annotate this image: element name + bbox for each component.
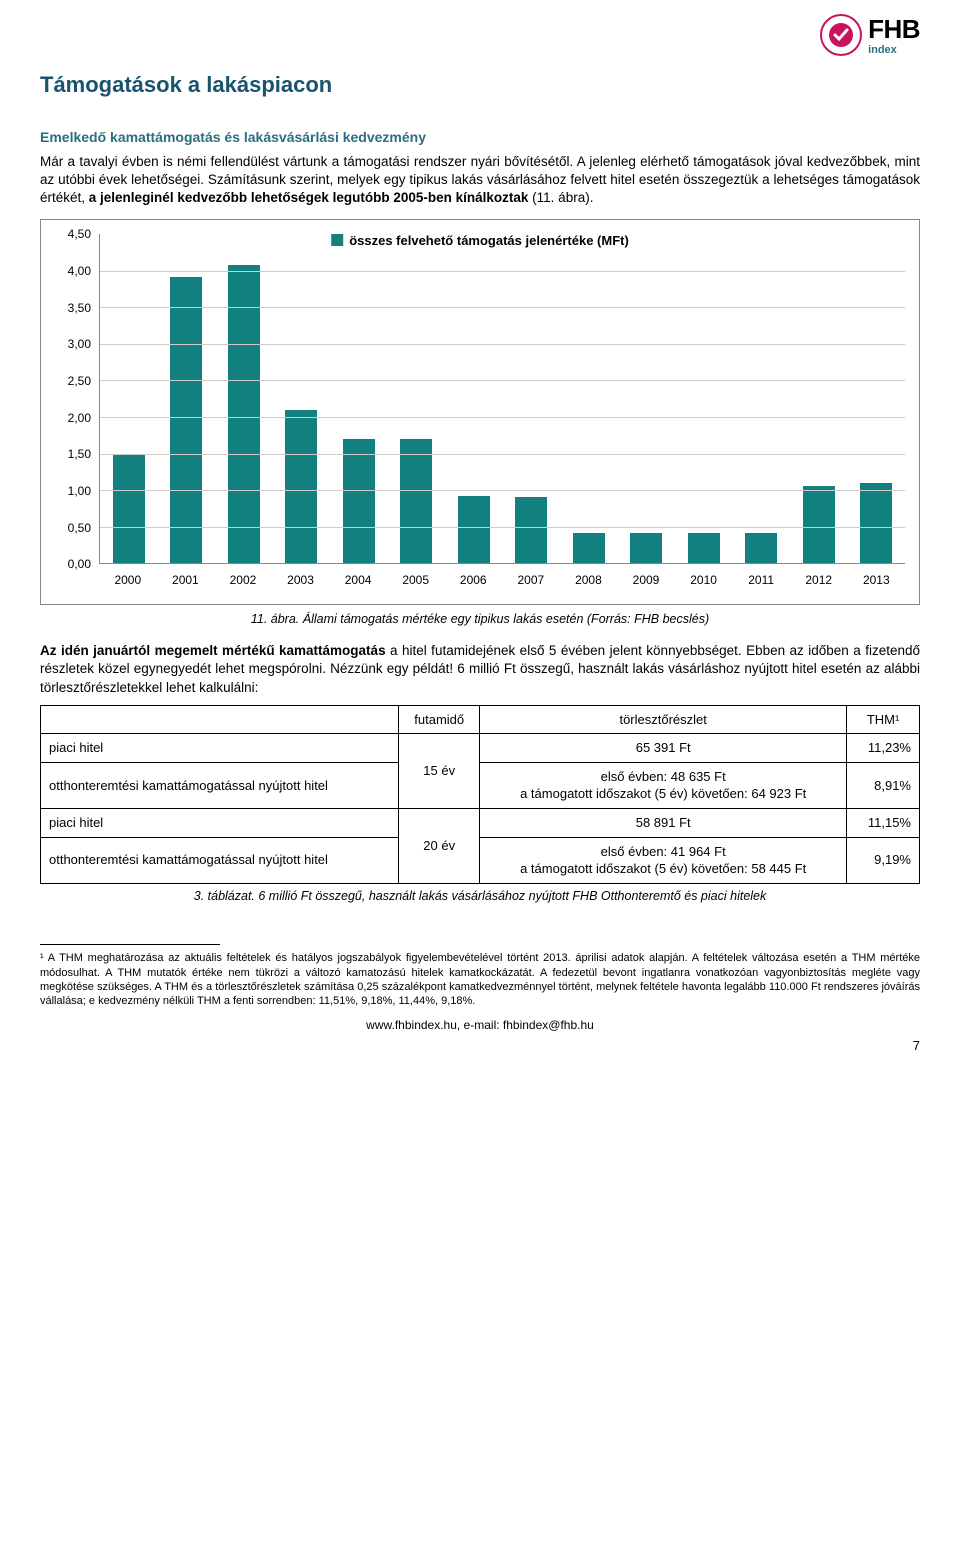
th-label <box>41 705 399 734</box>
logo-badge-icon <box>820 14 862 56</box>
y-tick-label: 1,50 <box>68 446 91 462</box>
y-tick-label: 4,50 <box>68 226 91 242</box>
chart-bar <box>803 486 835 563</box>
chart-bar <box>688 533 720 564</box>
y-axis: 0,000,501,001,502,002,503,003,504,004,50 <box>55 234 95 564</box>
y-tick-label: 2,00 <box>68 409 91 425</box>
y-tick-label: 3,50 <box>68 299 91 315</box>
y-tick-label: 3,00 <box>68 336 91 352</box>
chart-bar <box>285 410 317 564</box>
chart-bar <box>458 496 490 563</box>
x-tick-label: 2012 <box>790 572 848 588</box>
chart-bar <box>630 533 662 564</box>
th-futamido: futamidő <box>399 705 480 734</box>
chart-bar <box>113 454 145 564</box>
y-tick-label: 2,50 <box>68 373 91 389</box>
x-tick-label: 2011 <box>732 572 790 588</box>
page-footer: www.fhbindex.hu, e-mail: fhbindex@fhb.hu <box>40 1017 920 1033</box>
x-tick-label: 2003 <box>272 572 330 588</box>
x-tick-label: 2009 <box>617 572 675 588</box>
chart-grid <box>99 234 905 564</box>
x-axis: 2000200120022003200420052006200720082009… <box>99 572 905 588</box>
page-title: Támogatások a lakáspiacon <box>40 70 920 100</box>
table-row: piaci hitel 15 év 65 391 Ft 11,23% <box>41 734 920 763</box>
x-tick-label: 2002 <box>214 572 272 588</box>
x-tick-label: 2001 <box>157 572 215 588</box>
y-tick-label: 1,00 <box>68 483 91 499</box>
table-row: otthonteremtési kamattámogatással nyújto… <box>41 762 920 808</box>
chart-bar <box>228 265 260 563</box>
x-tick-label: 2004 <box>329 572 387 588</box>
chart-bar <box>745 533 777 564</box>
x-tick-label: 2000 <box>99 572 157 588</box>
body-paragraph: Az idén januártól megemelt mértékű kamat… <box>40 642 920 697</box>
footnote: ¹ A THM meghatározása az aktuális feltét… <box>40 951 920 1008</box>
table-row: otthonteremtési kamattámogatással nyújto… <box>41 837 920 883</box>
brand-logo: FHB index <box>820 12 920 58</box>
chart-bar <box>400 439 432 563</box>
th-torleszto: törlesztőrészlet <box>480 705 847 734</box>
logo-brand: FHB <box>868 12 920 47</box>
th-thm: THM¹ <box>847 705 920 734</box>
y-tick-label: 4,00 <box>68 263 91 279</box>
page-number: 7 <box>40 1037 920 1055</box>
chart-caption: 11. ábra. Állami támogatás mértéke egy t… <box>40 611 920 628</box>
x-tick-label: 2010 <box>675 572 733 588</box>
intro-paragraph: Már a tavalyi évben is némi fellendülést… <box>40 153 920 208</box>
x-tick-label: 2008 <box>560 572 618 588</box>
chart-bar <box>573 533 605 564</box>
chart-bar <box>170 277 202 564</box>
chart-bar <box>860 483 892 563</box>
table-row: piaci hitel 20 év 58 891 Ft 11,15% <box>41 808 920 837</box>
table-caption: 3. táblázat. 6 millió Ft összegű, haszná… <box>40 888 920 905</box>
chart-bar <box>343 439 375 563</box>
x-tick-label: 2013 <box>848 572 906 588</box>
footnote-separator <box>40 944 220 945</box>
x-tick-label: 2007 <box>502 572 560 588</box>
chart-bars <box>100 234 905 563</box>
x-tick-label: 2006 <box>444 572 502 588</box>
y-tick-label: 0,00 <box>68 556 91 572</box>
chart-container: összes felvehető támogatás jelenértéke (… <box>40 219 920 605</box>
section-subhead: Emelkedő kamattámogatás és lakásvásárlás… <box>40 128 920 147</box>
table-header-row: futamidő törlesztőrészlet THM¹ <box>41 705 920 734</box>
x-tick-label: 2005 <box>387 572 445 588</box>
y-tick-label: 0,50 <box>68 519 91 535</box>
loan-table: futamidő törlesztőrészlet THM¹ piaci hit… <box>40 705 920 884</box>
chart-bar <box>515 497 547 563</box>
